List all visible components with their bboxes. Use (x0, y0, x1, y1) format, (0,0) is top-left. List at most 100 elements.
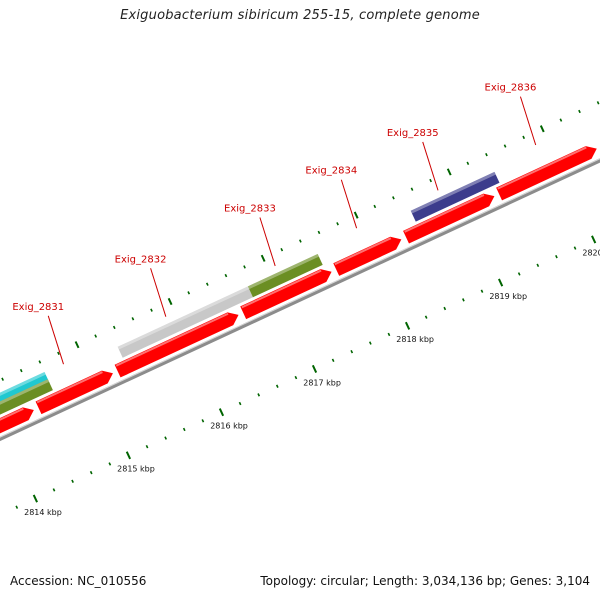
inner-tick (218, 408, 225, 417)
inner-tick (536, 263, 540, 268)
outer-tick (57, 351, 60, 356)
cog-block (247, 253, 323, 298)
inner-tick (368, 341, 372, 345)
outer-tick (317, 230, 321, 235)
gene-leader-line (519, 96, 537, 146)
outer-tick (38, 360, 42, 364)
inner-tick (480, 289, 484, 293)
inner-tick (443, 306, 447, 311)
outer-tick (205, 282, 209, 286)
gene-label: Exig_2831 (12, 302, 64, 313)
inner-tick (108, 462, 112, 466)
cds-arrow (240, 269, 332, 320)
outer-tick (410, 187, 414, 191)
cds-arrow (0, 407, 34, 443)
outer-tick (131, 317, 135, 321)
cds-arrow-body (403, 193, 495, 244)
cds-arrow-shine (0, 407, 24, 432)
cds-arrow-body (35, 370, 113, 415)
outer-tick (112, 325, 116, 330)
inner-tick (517, 272, 521, 276)
cds-arrow-body (0, 407, 34, 443)
outer-tick (74, 341, 80, 349)
gene-label: Exig_2834 (305, 166, 357, 177)
inner-tick (498, 278, 504, 287)
gene-label: Exig_2833 (224, 204, 276, 215)
cog-block (0, 371, 50, 420)
inner-tick (350, 349, 354, 354)
cds-arrow (114, 312, 239, 378)
inner-tick (145, 445, 149, 449)
outer-tick (522, 135, 526, 140)
outer-tick (503, 144, 507, 148)
inner-tick (294, 375, 298, 380)
inner-tick (462, 298, 465, 302)
kbp-tick-label: 2818 kbp (396, 335, 434, 344)
outer-tick (19, 368, 23, 373)
outer-tick (596, 101, 600, 105)
cog-block-shine (410, 171, 496, 214)
cds-arrow-shine (334, 237, 392, 266)
cds-arrow-shine (404, 194, 485, 233)
cds-arrow-shine (36, 371, 103, 404)
kbp-tick-label: 2815 kbp (117, 465, 155, 474)
genome-summary-text: Topology: circular; Length: 3,034,136 bp… (260, 574, 590, 588)
cog-block-shine (117, 286, 250, 350)
map-title: Exiguobacterium sibiricum 255-15, comple… (120, 8, 480, 23)
outer-tick (446, 168, 452, 176)
outer-tick (336, 222, 339, 226)
inner-tick (331, 358, 335, 363)
outer-tick (373, 204, 377, 209)
outer-tick (485, 152, 488, 157)
inner-tick (182, 427, 186, 432)
backbone-highlight (0, 158, 600, 438)
outer-tick (1, 377, 4, 381)
inner-tick (125, 451, 132, 460)
outer-tick (466, 161, 470, 165)
inner-tick (89, 470, 93, 475)
gene-leader-line (47, 315, 64, 365)
cds-arrow-shine (497, 146, 587, 190)
outer-tick (167, 297, 173, 306)
inner-tick (275, 384, 279, 388)
outer-tick (187, 291, 191, 295)
inner-tick (387, 332, 391, 337)
kbp-tick-label: 2820 kbp (582, 249, 600, 258)
kbp-tick-label: 2817 kbp (303, 378, 341, 387)
cds-arrow (496, 146, 597, 201)
gene-leader-line (422, 141, 439, 191)
outer-tick (280, 247, 284, 252)
outer-tick (299, 239, 302, 243)
outer-tick (150, 308, 153, 312)
backbone-line (0, 158, 600, 442)
inner-tick (15, 505, 19, 509)
cds-arrow (333, 236, 402, 276)
cds-arrow (403, 193, 495, 244)
inner-tick (311, 364, 318, 374)
gene-label: Exig_2832 (115, 254, 167, 265)
accession-text: Accession: NC_010556 (10, 574, 147, 588)
gene-label: Exig_2835 (387, 128, 439, 139)
inner-tick (573, 246, 577, 250)
outer-tick (260, 254, 266, 262)
outer-tick (353, 211, 359, 219)
cog-block-shine (247, 253, 319, 290)
kbp-tick-label: 2819 kbp (489, 292, 527, 301)
cds-arrow-body (496, 146, 597, 201)
inner-tick (52, 488, 56, 492)
inner-tick (404, 321, 411, 330)
cog-block-shine (0, 379, 50, 419)
inner-tick (424, 315, 428, 319)
inner-tick (71, 479, 74, 483)
outer-tick (224, 273, 228, 278)
outer-tick (429, 178, 432, 183)
gene-leader-line (340, 179, 358, 229)
gene-leader-line (259, 217, 276, 267)
cds-arrow-body (333, 236, 402, 276)
cds-arrow-body (114, 312, 239, 378)
outer-tick (94, 334, 98, 338)
inner-tick (32, 494, 38, 503)
gene-leader-line (150, 268, 167, 317)
cog-block (0, 379, 53, 427)
